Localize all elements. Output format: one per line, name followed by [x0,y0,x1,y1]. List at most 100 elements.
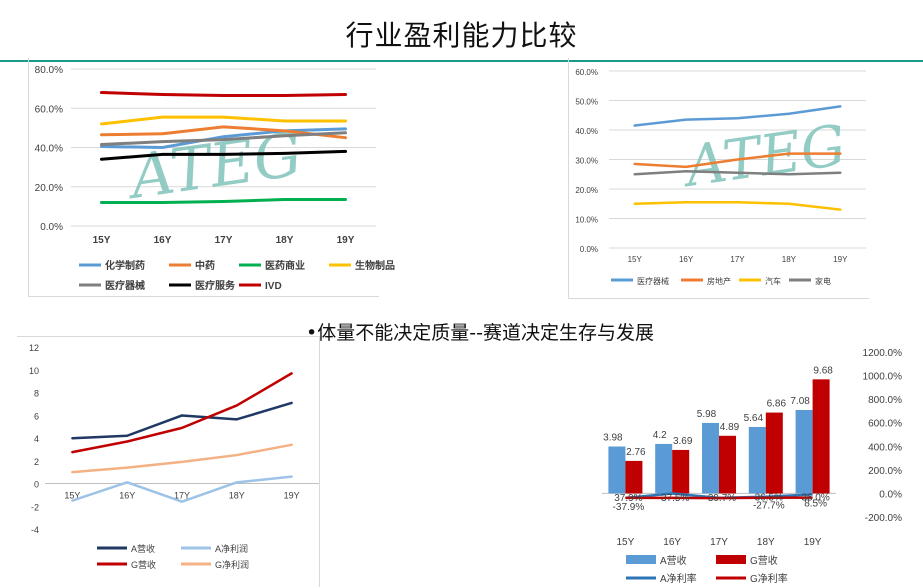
x-tick-label: 15Y [64,491,80,501]
margin-comparison-pharma-svg: 0.0%20.0%40.0%60.0%80.0%15Y 16Y 17Y 18Y 19YA… [35,65,395,292]
legend-label: 房地产 [707,276,731,286]
line-value-label: 36.5% [755,493,783,504]
y-tick-label: 10 [29,366,39,376]
series-line [71,372,293,454]
y-tick-label: 2 [34,457,39,467]
series-line [71,475,293,503]
x-tick-label: 19Y [337,235,355,246]
revenue-margin-combo-svg: -200.0% 0.0% 200.0% 400.0% 600.0% 800.0% 1000.… [602,348,903,585]
y-tick-label-right: 1000.0% [863,372,903,383]
x-tick-label: 18Y [229,491,245,501]
y-tick-label: 0 [34,480,39,490]
series-line [633,170,842,176]
legend-label: 医疗器械 [105,279,145,292]
bar-value-label: 3.98 [603,433,623,444]
y-tick-label: -2 [31,502,39,512]
legend-label: 生物制品 [355,259,395,272]
legend-label: 医药商业 [265,259,305,272]
x-tick-label: 15Y [628,255,643,264]
series-line [100,91,347,97]
y-tick-label: -4 [31,525,39,535]
legend-label: A营收 [660,554,687,567]
series-line [100,125,347,140]
series-line [71,443,293,474]
x-tick-label: 16Y [154,235,172,246]
y-tick-label-right: 0.0% [879,489,902,500]
margin-comparison-industries-svg: 0.0% 10.0% 20.0% 30.0% 40.0% 50.0% 60.0% 15Y 16Y… [575,68,866,286]
y-tick-label: 40.0% [35,144,63,155]
legend-label: G营收 [750,554,778,567]
series-line [100,198,347,204]
legend-label: G营收 [131,559,156,570]
x-tick-label: 15Y [617,537,635,548]
y-tick-label: 50.0% [575,98,598,107]
legend-label: A净利率 [660,572,697,585]
margin-comparison-industries-chart: 0.0% 10.0% 20.0% 30.0% 40.0% 50.0% 60.0% 15Y 16Y… [568,58,869,299]
x-tick-label: 19Y [833,255,848,264]
bar [765,412,783,494]
x-tick-label: 19Y [284,491,300,501]
line-value-label: 8.5% [804,498,827,509]
y-tick-label: 40.0% [575,127,598,136]
y-tick-label-right: 400.0% [868,442,902,453]
bar [795,409,813,494]
title-divider [0,60,923,62]
bar-value-label: 3.69 [673,436,693,447]
x-tick-label: 17Y [710,537,728,548]
series-line [71,401,293,440]
y-tick-label-right: 600.0% [868,419,902,430]
legend-label: IVD [265,281,282,292]
legend-label: 中药 [195,259,215,272]
x-tick-label: 16Y [119,491,135,501]
y-tick-label: 0.0% [40,222,63,233]
bar-value-label: 4.2 [653,430,667,441]
series-line [100,131,347,147]
series-line [100,115,347,126]
legend-label: 家电 [815,276,831,286]
y-tick-label: 80.0% [35,65,63,76]
series-line [100,127,347,149]
x-tick-label: 18Y [757,537,775,548]
line-value-label: -27.7% [753,501,785,512]
bar-value-label: 5.64 [744,413,764,424]
line-value-label: -37.9% [613,502,645,513]
bar [702,422,719,494]
x-tick-label: 15Y [93,235,111,246]
y-tick-label-right: 1200.0% [863,348,903,359]
y-tick-label-right: 800.0% [868,395,902,406]
legend-label: G净利率 [750,572,788,585]
x-tick-label: 16Y [679,255,694,264]
series-line [633,152,842,169]
bar-value-label: 5.98 [697,409,717,420]
y-tick-label: 20.0% [35,183,63,194]
legend-label: G净利润 [215,559,249,570]
y-tick-label: 60.0% [35,104,63,115]
y-tick-label: 0.0% [580,245,598,254]
bar-value-label: 2.76 [626,447,646,458]
margin-comparison-pharma-chart: 0.0% 20.0% 40.0% 60.0% 80.0% 15Y 16Y 17Y 18Y 19Y A… [28,58,395,297]
y-tick-label-right: -200.0% [865,513,902,524]
legend-label: A营收 [131,543,155,554]
revenue-margin-combo-chart: -200.0% 0.0% 200.0% 400.0% 600.0% 800.0% 1000.… [594,336,923,588]
legend-label: 汽车 [765,276,781,286]
legend-swatch [626,555,656,564]
bar-value-label: 6.86 [767,399,787,410]
bar [608,446,626,494]
revenue-profit-line-svg: -4 -2 0 2 4 6 8 10 12 15Y 16Y 17Y 18Y 19Y A营收 A净利润 G营收 G净… [29,343,319,570]
series-line [100,149,347,161]
bar [625,460,643,494]
bar [672,449,690,494]
x-tick-label: 17Y [174,491,190,501]
legend-label: 化学制药 [105,259,145,272]
line-value-label: 37.5% [661,493,689,504]
page-title: 行业盈利能力比较 [345,19,578,52]
series-line [633,105,842,127]
revenue-profit-line-chart: -4 -2 0 2 4 6 8 10 12 15Y 16Y 17Y 18Y 19Y A营收 A净利润 G营收 G净… [17,336,320,587]
y-tick-label: 20.0% [575,186,598,195]
series-line [633,201,842,211]
x-tick-label: 18Y [276,235,294,246]
bar-value-label: 9.68 [813,365,833,376]
section-subtitle: •体量不能决定质量--赛道决定生存与发展 [306,322,654,344]
bar-value-label: 4.89 [720,422,740,433]
y-tick-label: 12 [29,343,39,353]
